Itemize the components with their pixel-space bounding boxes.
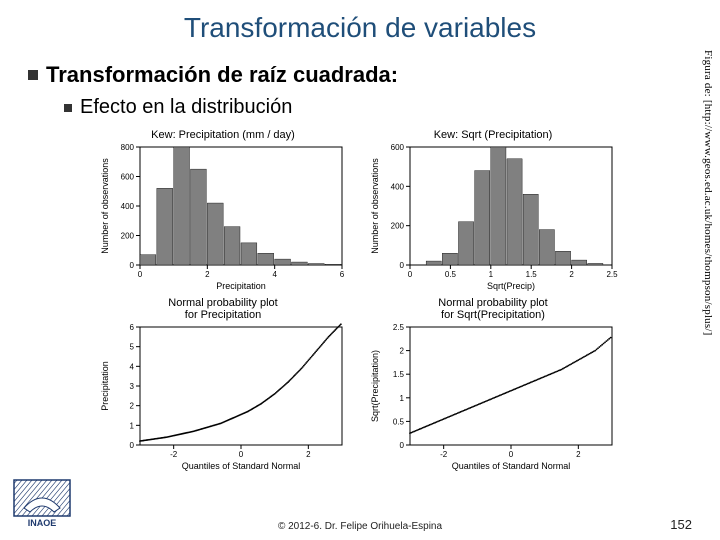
chart-title: Normal probability plot for Precipitatio… bbox=[98, 297, 348, 321]
svg-text:2.5: 2.5 bbox=[393, 323, 405, 332]
svg-text:Precipitation: Precipitation bbox=[216, 281, 266, 291]
svg-text:-2: -2 bbox=[440, 450, 448, 459]
svg-text:2: 2 bbox=[576, 450, 581, 459]
chart-hist-sqrt: Kew: Sqrt (Precipitation) 0 0.5 1 1.5 2 2.5 0 2… bbox=[368, 129, 618, 293]
svg-text:400: 400 bbox=[121, 202, 135, 211]
svg-text:5: 5 bbox=[130, 343, 135, 352]
svg-text:0.5: 0.5 bbox=[445, 270, 457, 279]
bullet-square-icon bbox=[28, 70, 38, 80]
svg-text:3: 3 bbox=[130, 382, 135, 391]
qq-plot: -2 0 2 0 1 2 3 4 5 6 Quantiles of Standard Normal P… bbox=[98, 323, 348, 473]
svg-text:600: 600 bbox=[391, 143, 405, 152]
svg-text:2: 2 bbox=[569, 270, 574, 279]
svg-text:0: 0 bbox=[400, 261, 405, 270]
svg-text:0: 0 bbox=[408, 270, 413, 279]
svg-text:200: 200 bbox=[121, 232, 135, 241]
content-area: Transformación de raíz cuadrada: Efecto … bbox=[0, 44, 720, 473]
chart-title: Normal probability plot for Sqrt(Precipi… bbox=[368, 297, 618, 321]
svg-text:1: 1 bbox=[400, 394, 405, 403]
svg-text:0: 0 bbox=[138, 270, 143, 279]
bullet-level-2: Efecto en la distribución bbox=[64, 96, 692, 119]
qq-plot: -2 0 2 0 0.5 1 1.5 2 2.5 Quantiles of Standard No… bbox=[368, 323, 618, 473]
svg-text:2.5: 2.5 bbox=[606, 270, 618, 279]
svg-text:Precipitation: Precipitation bbox=[100, 362, 110, 412]
svg-text:6: 6 bbox=[130, 323, 135, 332]
chart-qq-precip: Normal probability plot for Precipitatio… bbox=[98, 297, 348, 473]
svg-text:0: 0 bbox=[130, 261, 135, 270]
svg-text:4: 4 bbox=[130, 363, 135, 372]
bullet-2-text: Efecto en la distribución bbox=[80, 96, 292, 119]
svg-text:4: 4 bbox=[272, 270, 277, 279]
svg-text:2: 2 bbox=[205, 270, 210, 279]
svg-text:Quantiles of Standard Normal: Quantiles of Standard Normal bbox=[452, 461, 571, 471]
slide-title: Transformación de variables bbox=[0, 0, 720, 44]
svg-text:400: 400 bbox=[391, 182, 405, 191]
svg-text:Number of observations: Number of observations bbox=[370, 158, 380, 254]
svg-text:Quantiles of Standard Normal: Quantiles of Standard Normal bbox=[182, 461, 301, 471]
chart-hist-precip: Kew: Precipitation (mm / day) 0 2 4 6 0 200 40… bbox=[98, 129, 348, 293]
svg-text:2: 2 bbox=[306, 450, 311, 459]
svg-text:Sqrt(Precipitation): Sqrt(Precipitation) bbox=[370, 350, 380, 422]
histogram-plot: 0 2 4 6 0 200 400 600 800 Precipitation Number of … bbox=[98, 143, 348, 293]
chart-qq-sqrt: Normal probability plot for Sqrt(Precipi… bbox=[368, 297, 618, 473]
svg-text:0: 0 bbox=[239, 450, 244, 459]
svg-text:Sqrt(Precip): Sqrt(Precip) bbox=[487, 281, 535, 291]
svg-text:Number of observations: Number of observations bbox=[100, 158, 110, 254]
bullet-square-icon bbox=[64, 104, 72, 112]
svg-text:1.5: 1.5 bbox=[526, 270, 538, 279]
figure-source-text: Figura de: [http://www.geos.ed.ac.uk/hom… bbox=[702, 50, 714, 335]
svg-text:0: 0 bbox=[400, 441, 405, 450]
svg-text:1: 1 bbox=[130, 422, 135, 431]
svg-text:0: 0 bbox=[509, 450, 514, 459]
bullet-level-1: Transformación de raíz cuadrada: bbox=[28, 62, 692, 88]
svg-text:-2: -2 bbox=[170, 450, 178, 459]
svg-text:1.5: 1.5 bbox=[393, 370, 405, 379]
svg-text:6: 6 bbox=[340, 270, 345, 279]
svg-text:200: 200 bbox=[391, 222, 405, 231]
svg-text:0.5: 0.5 bbox=[393, 418, 405, 427]
chart-title: Kew: Sqrt (Precipitation) bbox=[368, 129, 618, 141]
bullet-1-text: Transformación de raíz cuadrada: bbox=[46, 62, 398, 88]
svg-text:2: 2 bbox=[400, 347, 405, 356]
histogram-plot: 0 0.5 1 1.5 2 2.5 0 200 400 600 Sqrt(Precip) Number… bbox=[368, 143, 618, 293]
page-number: 152 bbox=[670, 517, 692, 532]
svg-text:600: 600 bbox=[121, 173, 135, 182]
chart-title: Kew: Precipitation (mm / day) bbox=[98, 129, 348, 141]
copyright-footer: © 2012-6. Dr. Felipe Orihuela-Espina bbox=[0, 521, 720, 532]
svg-text:1: 1 bbox=[489, 270, 494, 279]
svg-text:2: 2 bbox=[130, 402, 135, 411]
charts-grid: Kew: Precipitation (mm / day) 0246020040… bbox=[98, 129, 618, 473]
svg-text:800: 800 bbox=[121, 143, 135, 152]
svg-text:0: 0 bbox=[130, 441, 135, 450]
